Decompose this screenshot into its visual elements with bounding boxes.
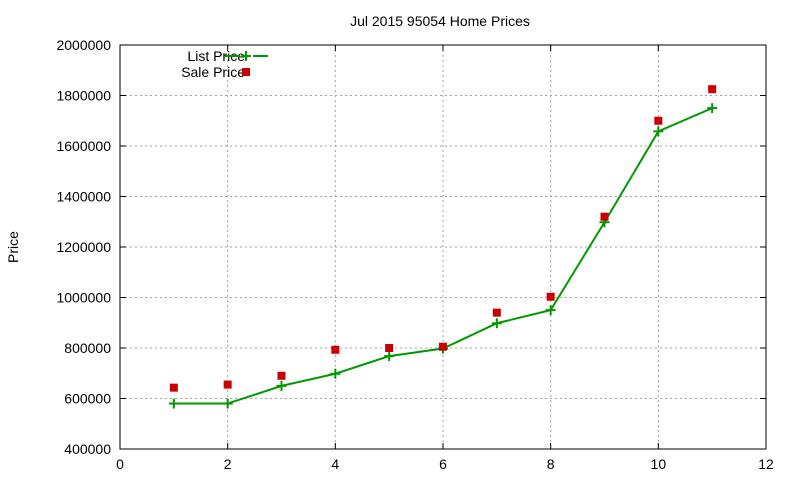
sale-price-point [223,380,232,389]
sale-price-point [708,85,717,94]
list-price-point [384,351,395,362]
y-tick-label: 2000000 [56,37,111,53]
x-tick-label: 2 [224,456,232,472]
list-price-point [491,318,502,329]
sale-price-point [439,342,447,351]
x-tick-label: 12 [758,456,774,472]
list-price-point [222,398,233,409]
x-tick-label: 4 [331,456,339,472]
sale-price-point [654,116,663,125]
sale-price-point [546,292,555,301]
x-tick-label: 0 [116,456,124,472]
list-price-point [653,126,664,137]
legend-sample-list-price [225,51,268,61]
y-tick-label: 1000000 [56,290,111,306]
legend-marker-sale-price [242,68,250,76]
list-price-point [707,103,718,114]
legend-label-sale-price: Sale Price [181,64,245,80]
sale-price-point [385,344,394,352]
y-tick-label: 800000 [64,340,111,356]
y-tick-label: 1200000 [56,239,111,255]
legend: List Price Sale Price [181,48,268,80]
y-tick-label: 1800000 [56,88,111,104]
sale-price-point [331,345,340,354]
legend-marker-list-price [241,51,251,61]
list-price-point [168,398,179,409]
data-series [168,85,718,409]
y-tick-label: 1600000 [56,138,111,154]
y-tick-label: 1400000 [56,189,111,205]
sale-price-point [600,212,609,221]
list-price-point [330,368,341,379]
sale-price-point [277,371,286,380]
list-price-point [276,380,287,391]
legend-sample-sale-price [242,68,250,76]
y-tick-label: 600000 [64,391,111,407]
sale-price-point [169,383,178,392]
x-tick-label: 8 [547,456,555,472]
legend-label-list-price: List Price [187,48,245,64]
sale-price-point [492,308,501,317]
y-axis-label: Price [5,231,21,263]
x-tick-label: 6 [439,456,447,472]
y-tick-label: 400000 [64,441,111,457]
axis-ticks: 0 2 4 6 8 10 12 400000 600000 800000 1000000 120000… [56,37,774,472]
list-price-point [545,305,556,316]
x-tick-label: 10 [651,456,667,472]
chart-title: Jul 2015 95054 Home Prices [350,13,530,29]
